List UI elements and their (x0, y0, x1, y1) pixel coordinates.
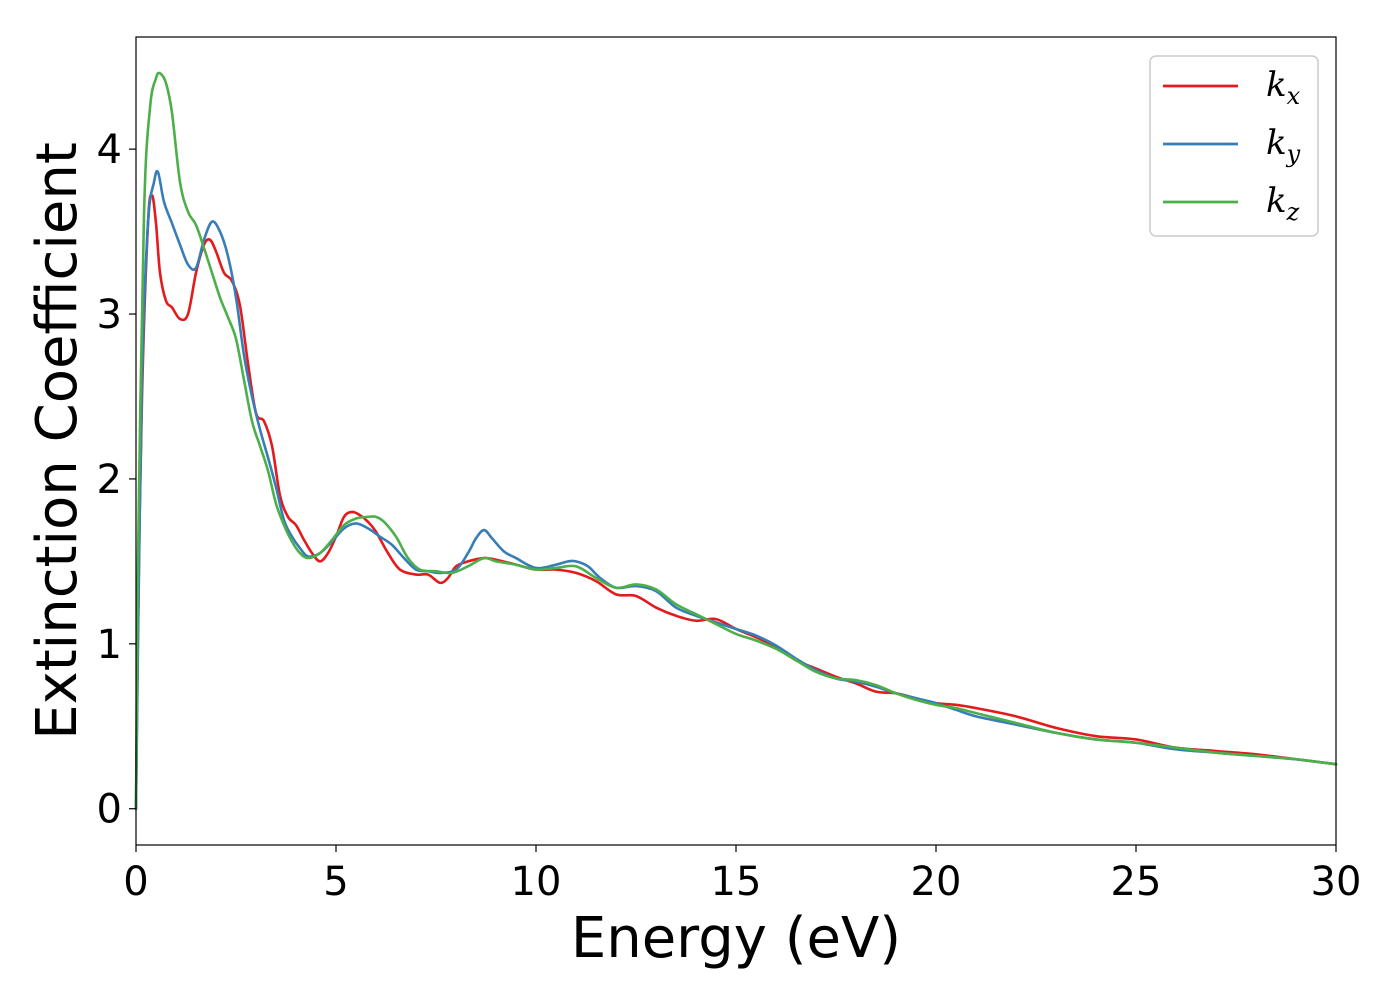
y-tick-label: 4 (97, 127, 122, 173)
x-tick-label: 10 (511, 859, 562, 905)
y-tick-label: 2 (97, 457, 122, 503)
legend-label-kz: kz (1266, 181, 1300, 226)
y-tick-label: 0 (97, 787, 122, 833)
x-tick-label: 30 (1311, 859, 1362, 905)
legend: kx ky kz (1149, 55, 1319, 237)
x-tick-label: 25 (1111, 859, 1162, 905)
legend-label-kx: kx (1266, 65, 1301, 110)
y-axis-label: Extinction Coefficient (25, 142, 90, 740)
x-tick-label: 20 (911, 859, 962, 905)
series-line-kz (134, 71, 1338, 811)
x-tick-label: 0 (123, 859, 148, 905)
legend-label-ky: ky (1266, 123, 1301, 168)
x-tick-label: 5 (323, 859, 348, 905)
legend-box (1149, 55, 1319, 237)
y-tick-label: 1 (97, 622, 122, 668)
plot-lines (134, 71, 1338, 811)
x-tick-label: 15 (711, 859, 762, 905)
y-axis: 0 1 2 3 4 (97, 127, 136, 833)
y-tick-label: 3 (97, 292, 122, 338)
x-axis-label: Energy (eV) (571, 906, 901, 971)
x-axis: 0 5 10 15 20 25 30 (123, 845, 1361, 905)
